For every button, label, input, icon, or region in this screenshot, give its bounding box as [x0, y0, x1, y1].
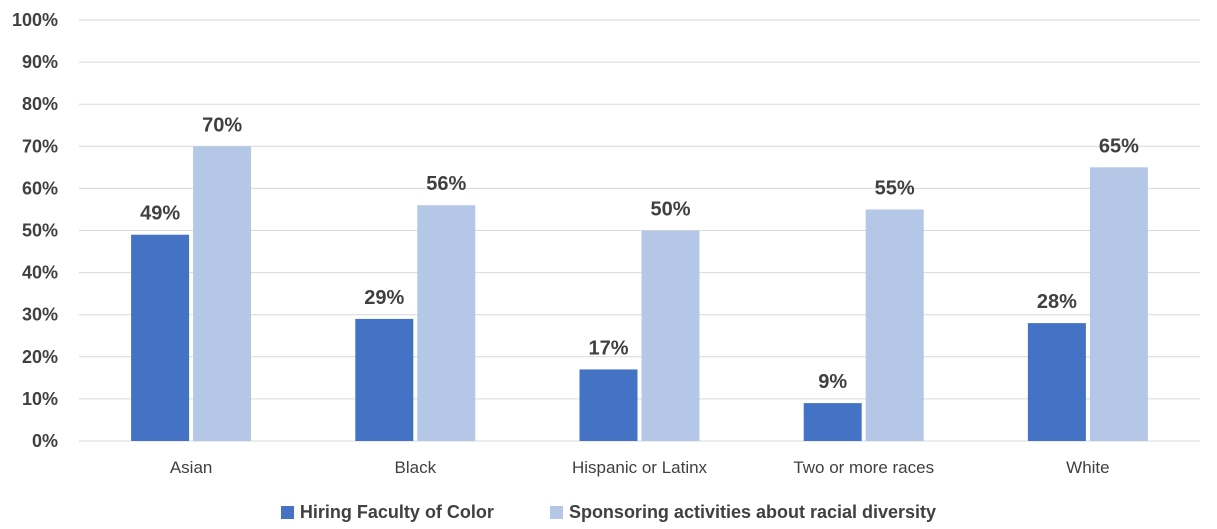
y-tick-label: 30%	[22, 305, 58, 325]
gridlines	[79, 19, 1200, 442]
y-tick-label: 10%	[22, 389, 58, 409]
legend-item-sponsoring: Sponsoring activities about racial diver…	[549, 501, 937, 523]
bar-chart: 0% 10% 20% 30% 40% 50% 60% 70% 80% 90% 100% 49% 70%…	[12, 10, 1200, 477]
data-label: 55%	[875, 177, 915, 199]
y-tick-label: 20%	[22, 347, 58, 367]
bar-hiring	[131, 234, 190, 441]
data-label: 17%	[588, 337, 628, 359]
legend: Hiring Faculty of Color Sponsoring activ…	[0, 500, 1217, 524]
legend-swatch-sponsoring	[549, 505, 563, 519]
legend-swatch-hiring	[280, 505, 294, 519]
y-tick-label: 70%	[22, 136, 58, 156]
data-labels: 49% 70% 29% 56% 17% 50% 9% 55% 28% 65%	[140, 114, 1139, 393]
x-tick-label: Two or more races	[793, 458, 934, 477]
y-tick-label: 80%	[22, 94, 58, 114]
bar-sponsoring	[641, 230, 700, 441]
legend-label-sponsoring: Sponsoring activities about racial diver…	[568, 501, 937, 522]
bar-sponsoring	[193, 146, 252, 442]
data-label: 65%	[1099, 135, 1139, 157]
bars	[131, 146, 1148, 442]
data-label: 9%	[818, 371, 847, 393]
bar-sponsoring	[1089, 167, 1148, 441]
y-tick-label: 0%	[32, 431, 58, 451]
bar-sponsoring	[865, 209, 924, 441]
bar-hiring	[579, 369, 638, 441]
data-label: 49%	[140, 203, 180, 225]
data-label: 28%	[1037, 291, 1077, 313]
data-label: 70%	[202, 114, 242, 136]
y-tick-label: 100%	[12, 10, 58, 30]
x-tick-label: Black	[395, 458, 437, 477]
data-label: 50%	[650, 199, 690, 221]
legend-item-hiring: Hiring Faculty of Color	[280, 501, 494, 523]
y-axis-ticks: 0% 10% 20% 30% 40% 50% 60% 70% 80% 90% 100%	[12, 10, 58, 451]
x-tick-label: Asian	[170, 458, 213, 477]
y-tick-label: 40%	[22, 263, 58, 283]
data-label: 29%	[364, 287, 404, 309]
x-tick-label: Hispanic or Latinx	[572, 458, 708, 477]
bar-hiring	[1027, 323, 1086, 441]
y-tick-label: 60%	[22, 178, 58, 198]
bar-hiring	[355, 318, 414, 441]
y-tick-label: 50%	[22, 221, 58, 241]
x-axis-ticks: Asian Black Hispanic or Latinx Two or more …	[170, 458, 1110, 477]
y-tick-label: 90%	[22, 52, 58, 72]
bar-hiring	[803, 403, 862, 441]
legend-label-hiring: Hiring Faculty of Color	[299, 501, 494, 522]
data-label: 56%	[426, 173, 466, 195]
bar-sponsoring	[417, 205, 476, 441]
x-tick-label: White	[1066, 458, 1109, 477]
